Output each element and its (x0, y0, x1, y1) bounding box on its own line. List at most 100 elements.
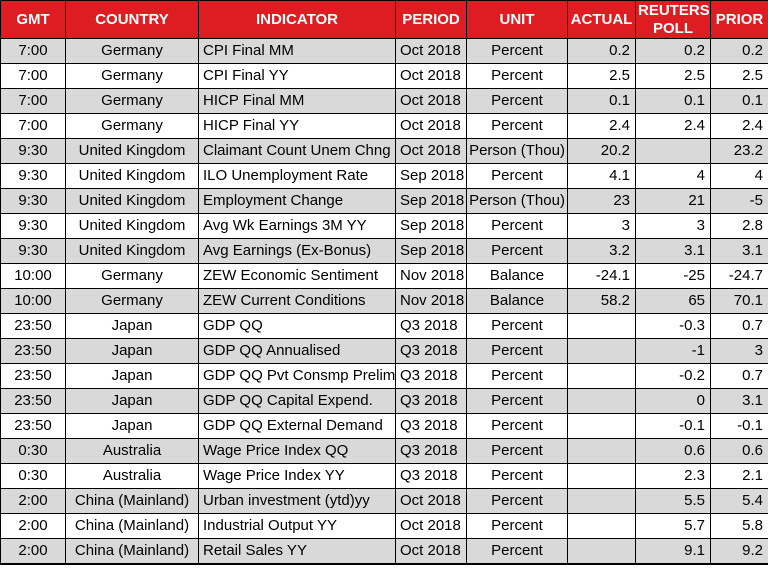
table-row: 7:00 Germany HICP Final MM Oct 2018 Percent 0… (0, 88, 768, 114)
cell-unit: Percent (466, 313, 568, 339)
cell-reuters_poll (635, 138, 711, 164)
table-row: 10:00 Germany ZEW Economic Sentiment Nov 20… (0, 263, 768, 289)
cell-period: Sep 2018 (395, 188, 467, 214)
cell-indicator: GDP QQ Capital Expend. (198, 388, 396, 414)
cell-country: Australia (65, 463, 199, 489)
column-header-unit: UNIT (466, 0, 568, 39)
cell-actual: 2.5 (567, 63, 636, 89)
cell-country: Japan (65, 388, 199, 414)
cell-indicator: ILO Unemployment Rate (198, 163, 396, 189)
cell-country: Germany (65, 263, 199, 289)
cell-unit: Person (Thou) (466, 188, 568, 214)
table-row: 23:50 Japan GDP QQ Annualised Q3 2018 Percen… (0, 338, 768, 364)
table-row: 9:30 United Kingdom Avg Earnings (Ex-Bonus… (0, 238, 768, 264)
cell-indicator: Wage Price Index QQ (198, 438, 396, 464)
column-header-prior: PRIOR (710, 0, 768, 39)
cell-gmt: 9:30 (0, 213, 66, 239)
cell-actual: 0.1 (567, 88, 636, 114)
cell-reuters_poll: 4 (635, 163, 711, 189)
cell-period: Nov 2018 (395, 263, 467, 289)
cell-actual: 58.2 (567, 288, 636, 314)
cell-prior: 0.7 (710, 363, 768, 389)
cell-period: Q3 2018 (395, 438, 467, 464)
cell-indicator: Retail Sales YY (198, 538, 396, 565)
cell-reuters_poll: 0.6 (635, 438, 711, 464)
table-row: 7:00 Germany CPI Final YY Oct 2018 Percent 2.… (0, 63, 768, 89)
cell-prior: 2.1 (710, 463, 768, 489)
cell-prior: 5.8 (710, 513, 768, 539)
cell-reuters_poll: 2.3 (635, 463, 711, 489)
cell-actual (567, 363, 636, 389)
cell-actual (567, 513, 636, 539)
cell-indicator: Employment Change (198, 188, 396, 214)
cell-actual: 3 (567, 213, 636, 239)
cell-indicator: ZEW Current Conditions (198, 288, 396, 314)
cell-unit: Percent (466, 88, 568, 114)
table-row: 23:50 Japan GDP QQ Pvt Consmp Prelim Q3 201… (0, 363, 768, 389)
cell-gmt: 7:00 (0, 63, 66, 89)
cell-period: Oct 2018 (395, 488, 467, 514)
column-header-reuters-poll: REUTERS POLL (635, 0, 711, 39)
cell-prior: 3.1 (710, 388, 768, 414)
cell-gmt: 23:50 (0, 363, 66, 389)
cell-reuters_poll: 5.7 (635, 513, 711, 539)
table-row: 9:30 United Kingdom Employment Change Sep 2… (0, 188, 768, 214)
cell-gmt: 9:30 (0, 238, 66, 264)
cell-prior: -24.7 (710, 263, 768, 289)
cell-actual (567, 388, 636, 414)
cell-period: Oct 2018 (395, 138, 467, 164)
cell-prior: 2.4 (710, 113, 768, 139)
cell-prior: 3.1 (710, 238, 768, 264)
cell-reuters_poll: 3.1 (635, 238, 711, 264)
cell-period: Oct 2018 (395, 38, 467, 64)
cell-actual (567, 488, 636, 514)
cell-actual (567, 338, 636, 364)
cell-country: United Kingdom (65, 188, 199, 214)
cell-unit: Percent (466, 238, 568, 264)
cell-country: Australia (65, 438, 199, 464)
cell-reuters_poll: 2.5 (635, 63, 711, 89)
cell-gmt: 9:30 (0, 163, 66, 189)
cell-prior: -5 (710, 188, 768, 214)
cell-period: Oct 2018 (395, 538, 467, 565)
cell-actual: -24.1 (567, 263, 636, 289)
cell-country: United Kingdom (65, 163, 199, 189)
cell-prior: 9.2 (710, 538, 768, 565)
cell-country: United Kingdom (65, 138, 199, 164)
cell-country: Japan (65, 363, 199, 389)
cell-actual: 23 (567, 188, 636, 214)
cell-gmt: 0:30 (0, 463, 66, 489)
cell-indicator: ZEW Economic Sentiment (198, 263, 396, 289)
cell-actual: 0.2 (567, 38, 636, 64)
table-row: 9:30 United Kingdom ILO Unemployment Rate S… (0, 163, 768, 189)
cell-period: Q3 2018 (395, 338, 467, 364)
cell-actual: 4.1 (567, 163, 636, 189)
cell-prior: 0.7 (710, 313, 768, 339)
cell-prior: 4 (710, 163, 768, 189)
cell-gmt: 2:00 (0, 488, 66, 514)
column-header-actual: ACTUAL (567, 0, 636, 39)
cell-indicator: Avg Wk Earnings 3M YY (198, 213, 396, 239)
cell-gmt: 10:00 (0, 263, 66, 289)
cell-reuters_poll: 3 (635, 213, 711, 239)
cell-period: Sep 2018 (395, 163, 467, 189)
table-row: 9:30 United Kingdom Claimant Count Unem Ch… (0, 138, 768, 164)
cell-actual: 2.4 (567, 113, 636, 139)
table-row: 23:50 Japan GDP QQ External Demand Q3 2018 P… (0, 413, 768, 439)
cell-indicator: GDP QQ External Demand (198, 413, 396, 439)
cell-period: Oct 2018 (395, 63, 467, 89)
table-row: 2:00 China (Mainland) Urban investment (yt… (0, 488, 768, 514)
cell-unit: Percent (466, 438, 568, 464)
cell-gmt: 23:50 (0, 413, 66, 439)
cell-actual (567, 538, 636, 565)
cell-indicator: GDP QQ (198, 313, 396, 339)
cell-reuters_poll: 65 (635, 288, 711, 314)
table-row: 7:00 Germany HICP Final YY Oct 2018 Percent 2… (0, 113, 768, 139)
cell-actual: 3.2 (567, 238, 636, 264)
cell-actual: 20.2 (567, 138, 636, 164)
cell-unit: Percent (466, 538, 568, 565)
cell-unit: Percent (466, 338, 568, 364)
table-row: 10:00 Germany ZEW Current Conditions Nov 20… (0, 288, 768, 314)
table-body: 7:00 Germany CPI Final MM Oct 2018 Percent 0.… (0, 38, 768, 565)
cell-indicator: Wage Price Index YY (198, 463, 396, 489)
